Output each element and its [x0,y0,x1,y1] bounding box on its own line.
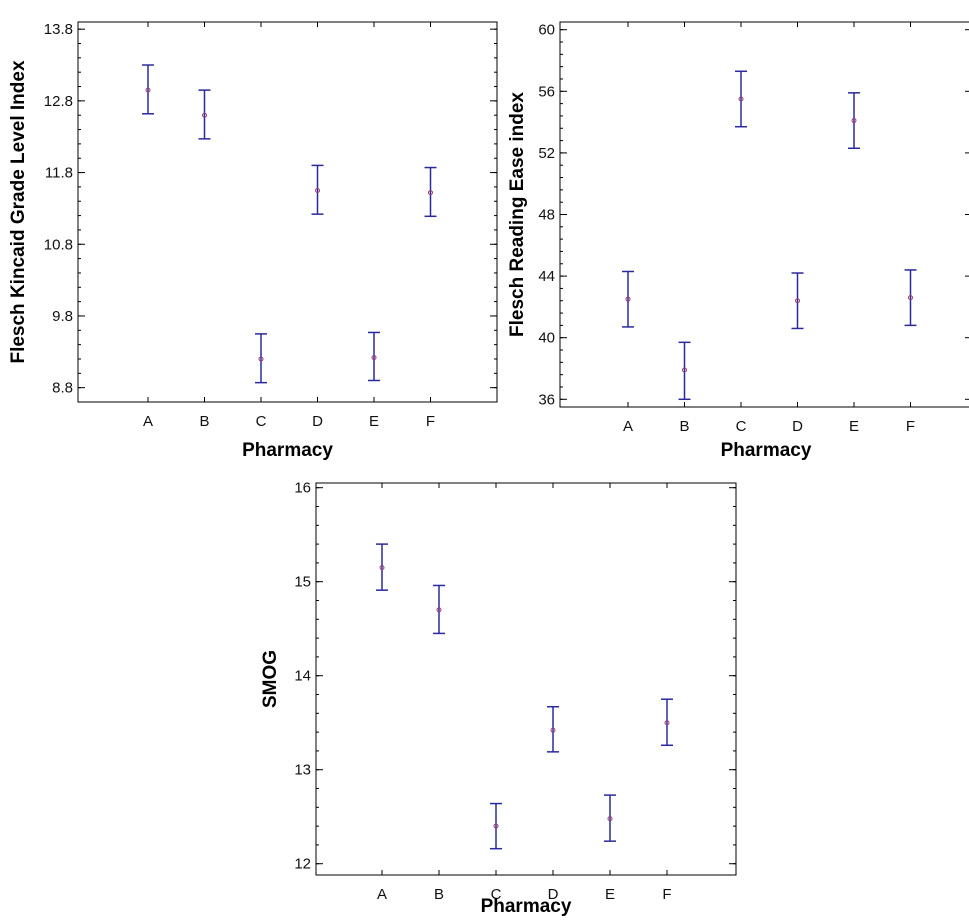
y-tick-label: 36 [538,391,555,408]
x-axis-title: Pharmacy [242,440,333,461]
plot-frame [77,21,498,403]
mean-point-f [664,720,670,726]
chart-panel-1: 13.8 12.8 11.8 10.8 9.8 8.8 A B C D E F Pharmacy Fles… [8,21,498,461]
y-tick-label: 60 [538,22,555,39]
x-tick-label-d: D [792,418,803,435]
mean-point-d [550,727,556,733]
chart-panel-2: 60 56 52 48 44 40 36 A B C D E F Pharmacy Flesch Readi… [507,21,969,461]
mean-point-f [908,295,913,301]
mean-point-e [371,355,377,361]
plot-frame [559,21,969,408]
mean-point-f [428,190,433,196]
y-tick-label: 9.8 [52,308,73,325]
y-axis-title: Flesch Kincaid Grade Level Index [8,60,29,363]
y-tick-label: 14 [294,668,311,685]
mean-point-d [315,187,320,193]
y-tick-label: 52 [538,145,555,162]
x-tick-label-e: E [849,418,859,435]
x-tick-label-c: C [736,418,747,435]
chart-panel-3: 16 15 14 13 12 A B C D E F Pharmacy SMOG [260,480,737,917]
y-tick-label: 40 [538,330,555,347]
x-tick-label-a: A [143,413,153,430]
y-tick-label: 13.8 [44,21,73,38]
mean-point-e [851,118,857,124]
y-tick-label: 44 [538,268,555,285]
x-tick-label-f: F [906,418,915,435]
y-axis-title: Flesch Reading Ease index [507,92,528,337]
y-axis-title: SMOG [260,650,281,708]
mean-point-c [258,356,264,362]
y-tick-label: 48 [538,207,555,224]
y-tick-label: 11.8 [45,165,73,182]
x-tick-label-b: B [199,413,209,430]
x-tick-label-a: A [623,418,633,435]
x-tick-label-b: B [679,418,689,435]
y-tick-label: 12 [294,856,311,873]
mean-point-a [625,296,631,302]
y-tick-label: 8.8 [52,380,73,397]
plot-frame [315,482,737,876]
x-tick-label-c: C [256,413,267,430]
x-axis-title: Pharmacy [721,440,812,461]
y-tick-label: 56 [538,83,555,100]
y-tick-label: 12.8 [44,93,73,110]
y-tick-label: 15 [294,574,311,591]
mean-point-d [795,298,800,304]
x-tick-label-b: B [434,886,444,903]
mean-point-a [145,87,151,93]
mean-point-b [682,367,687,373]
mean-point-b [202,112,207,118]
x-tick-label-d: D [312,413,323,430]
y-tick-label: 10.8 [44,236,73,253]
x-tick-label-d: D [548,886,559,903]
y-tick-label: 16 [294,480,311,497]
mean-point-e [607,816,613,822]
x-tick-label-e: E [605,886,615,903]
x-tick-label-c: C [491,886,502,903]
x-tick-label-a: A [377,886,387,903]
x-axis-title: Pharmacy [481,896,572,917]
x-tick-label-f: F [426,413,435,430]
y-tick-label: 13 [294,762,311,779]
mean-point-c [493,823,499,829]
mean-point-c [738,96,744,102]
x-tick-label-f: F [662,886,671,903]
mean-point-b [436,607,442,613]
x-tick-label-e: E [369,413,379,430]
mean-point-a [379,565,385,571]
